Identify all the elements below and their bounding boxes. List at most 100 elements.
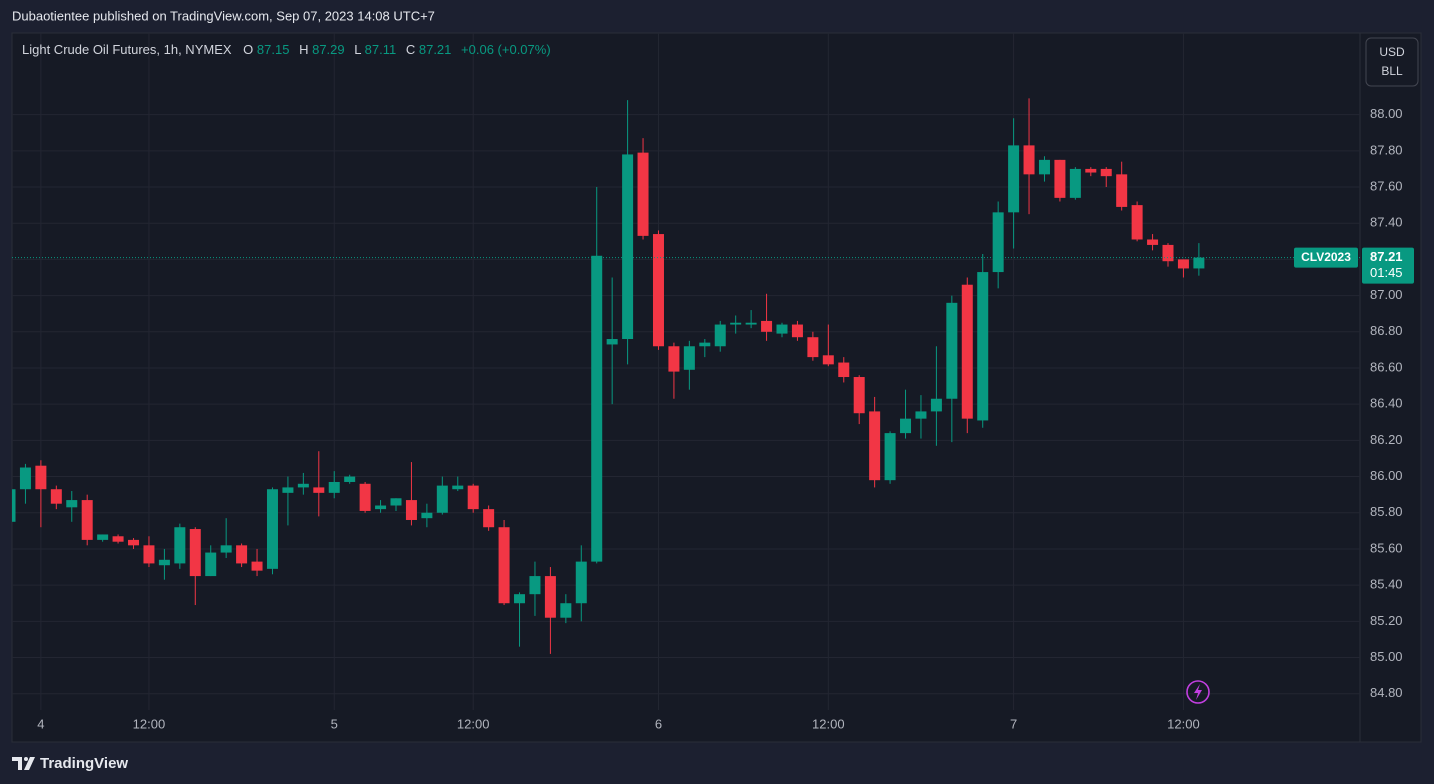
candle-body [791, 324, 803, 338]
x-tick-label: 5 [331, 716, 338, 731]
candle-body [699, 342, 711, 347]
candle-body [544, 576, 556, 618]
candle-body [560, 603, 572, 618]
overlay: 84.80 85.00 85.20 85.40 85.60 85.80 86.00 86.20… [12, 106, 1414, 731]
candle-body [436, 485, 448, 513]
candle-body [745, 322, 757, 325]
candle-body [158, 559, 170, 566]
candle-body [421, 512, 433, 519]
candle-body [390, 498, 402, 506]
y-tick-label: 85.40 [1370, 577, 1403, 592]
candle-body [915, 411, 927, 419]
candle-body [483, 509, 495, 528]
candle-body [575, 561, 587, 604]
candle-body [714, 324, 726, 347]
legend: Light Crude Oil Futures, 1h, NYMEX O 87.… [22, 42, 551, 57]
currency-button[interactable] [1365, 37, 1419, 87]
symbol-label: CLV2023 [1301, 250, 1351, 264]
x-tick-label: 12:00 [457, 716, 490, 731]
x-tick-label: 7 [1010, 716, 1017, 731]
candle-body [12, 489, 16, 522]
symbol-box [1294, 247, 1358, 268]
legend-close: 87.21 [419, 42, 452, 57]
brand: TradingView [40, 755, 128, 772]
candle-body [514, 594, 526, 604]
x-tick-label: 12:00 [812, 716, 845, 731]
y-tick-label: 86.00 [1370, 468, 1403, 483]
candle-body [622, 154, 634, 340]
candle-body [328, 481, 340, 493]
candle-body [282, 487, 294, 493]
candle-body [1147, 239, 1159, 245]
candle-body [174, 527, 186, 564]
candle-body [1038, 159, 1050, 175]
alert-icon[interactable] [1186, 680, 1210, 704]
candle-body [81, 500, 93, 540]
brand-logo [12, 757, 35, 770]
candle-body [946, 302, 958, 399]
candle-body [869, 411, 881, 481]
y-tick-label: 85.80 [1370, 504, 1403, 519]
chart-pane [11, 32, 1422, 743]
candle-body [375, 505, 387, 510]
legend-title: Light Crude Oil Futures, 1h, NYMEX [22, 42, 232, 57]
legend-high: 87.29 [312, 42, 345, 57]
candle-body [884, 433, 896, 481]
y-tick-label: 85.20 [1370, 613, 1403, 628]
x-tick-label: 6 [655, 716, 662, 731]
candle-body [606, 339, 618, 345]
candle-body [591, 255, 603, 562]
candle-body [683, 346, 695, 370]
alert-bolt[interactable] [1194, 684, 1202, 700]
candle-body [652, 234, 664, 347]
logo-part [24, 757, 35, 770]
candle-body [1100, 168, 1112, 177]
candle-body [19, 467, 31, 490]
candle-body [807, 337, 819, 358]
candle-body [344, 476, 356, 482]
candle-body [961, 284, 973, 419]
candles [12, 98, 1205, 654]
candle-body [637, 152, 649, 236]
y-tick-label: 87.00 [1370, 287, 1403, 302]
candle-body [1177, 259, 1189, 269]
candle-body [452, 485, 464, 490]
legend-c-label: C [406, 42, 415, 57]
legend-change: +0.06 (+0.07%) [461, 42, 551, 57]
candle-body [730, 322, 742, 325]
x-tick-label: 12:00 [1167, 716, 1200, 731]
logo-part [12, 757, 22, 770]
candle-body [1085, 168, 1097, 173]
candle-body [359, 483, 371, 511]
candle-body [266, 489, 278, 569]
candle-body [66, 500, 78, 508]
alert-circle[interactable] [1186, 680, 1210, 704]
x-tick-label: 12:00 [133, 716, 166, 731]
candle-body [405, 500, 417, 520]
candle-body [776, 324, 788, 334]
x-tick-label: 4 [37, 716, 44, 731]
y-tick-label: 84.80 [1370, 685, 1403, 700]
candle-body [467, 485, 479, 510]
y-tick-label: 86.20 [1370, 432, 1403, 447]
candle-body [1193, 257, 1205, 269]
y-tick-label: 86.80 [1370, 323, 1403, 338]
legend-o-label: O [243, 42, 253, 57]
candle-body [143, 545, 155, 564]
candle-body [498, 527, 510, 604]
candle-body [853, 377, 865, 414]
currency[interactable]: USD [1379, 45, 1405, 59]
candle-body [50, 489, 62, 504]
y-tick-label: 86.40 [1370, 396, 1403, 411]
candle-body [97, 534, 109, 540]
candle-body [1162, 244, 1174, 262]
last-price-label: 87.21 [1370, 249, 1403, 264]
unit[interactable]: BLL [1381, 64, 1403, 78]
candle-body [1054, 159, 1066, 198]
countdown-label: 01:45 [1370, 265, 1403, 280]
publish-info: Dubaotientee published on TradingView.co… [12, 8, 435, 23]
candle-body [112, 536, 124, 542]
candle-body [900, 418, 912, 434]
y-tick-label: 87.40 [1370, 215, 1403, 230]
